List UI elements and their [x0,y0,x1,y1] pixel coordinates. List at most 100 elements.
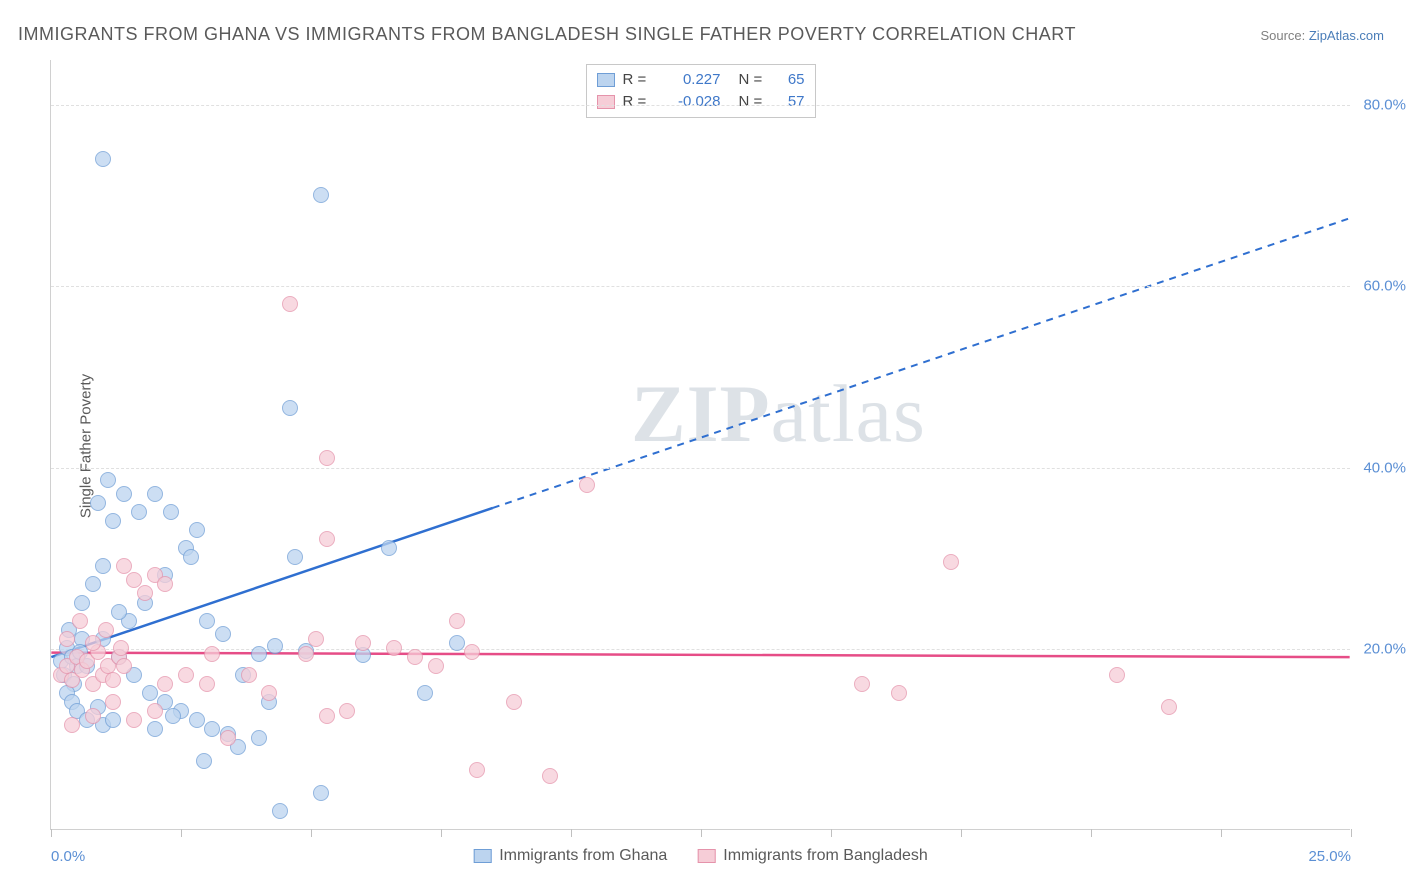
data-point-bangladesh [891,685,907,701]
chart-title: IMMIGRANTS FROM GHANA VS IMMIGRANTS FROM… [18,24,1076,45]
data-point-bangladesh [469,762,485,778]
legend-item-bangladesh: Immigrants from Bangladesh [697,847,928,865]
data-point-bangladesh [204,646,220,662]
data-point-bangladesh [386,640,402,656]
data-point-ghana [85,576,101,592]
data-point-ghana [74,595,90,611]
data-point-bangladesh [579,477,595,493]
data-point-bangladesh [59,631,75,647]
data-point-bangladesh [113,640,129,656]
data-point-bangladesh [157,676,173,692]
r-label: R = [623,69,653,91]
gridline [51,286,1350,287]
x-tick-label: 25.0% [1308,848,1351,865]
data-point-ghana [147,721,163,737]
data-point-bangladesh [319,450,335,466]
data-point-bangladesh [85,708,101,724]
x-tick [961,829,962,837]
data-point-ghana [313,187,329,203]
data-point-ghana [417,685,433,701]
data-point-ghana [111,604,127,620]
data-point-bangladesh [506,694,522,710]
data-point-bangladesh [147,703,163,719]
data-point-ghana [189,712,205,728]
data-point-bangladesh [464,644,480,660]
watermark: ZIPatlas [631,367,926,461]
data-point-bangladesh [64,717,80,733]
data-point-bangladesh [282,296,298,312]
data-point-ghana [381,540,397,556]
data-point-ghana [215,626,231,642]
x-tick [831,829,832,837]
data-point-ghana [251,730,267,746]
data-point-ghana [105,513,121,529]
data-point-ghana [189,522,205,538]
data-point-ghana [287,549,303,565]
source-link[interactable]: ZipAtlas.com [1309,28,1384,43]
gridline [51,105,1350,106]
plot-area: ZIPatlas R = 0.227 N = 65 R = -0.028 N =… [50,60,1350,830]
x-tick [1221,829,1222,837]
data-point-ghana [90,495,106,511]
data-point-bangladesh [72,613,88,629]
data-point-bangladesh [407,649,423,665]
data-point-bangladesh [105,672,121,688]
data-point-ghana [183,549,199,565]
data-point-ghana [105,712,121,728]
data-point-bangladesh [126,712,142,728]
r-label: R = [623,91,653,113]
data-point-ghana [100,472,116,488]
data-point-bangladesh [241,667,257,683]
data-point-bangladesh [449,613,465,629]
data-point-ghana [95,151,111,167]
data-point-ghana [116,486,132,502]
trend-lines [51,60,1350,829]
swatch-bangladesh [597,95,615,109]
correlation-legend: R = 0.227 N = 65 R = -0.028 N = 57 [586,64,816,118]
data-point-ghana [449,635,465,651]
data-point-ghana [165,708,181,724]
data-point-bangladesh [220,730,236,746]
y-tick-label: 40.0% [1363,459,1406,476]
data-point-ghana [251,646,267,662]
data-point-bangladesh [85,635,101,651]
data-point-ghana [272,803,288,819]
r-value-bangladesh: -0.028 [661,91,721,113]
data-point-bangladesh [298,646,314,662]
x-tick [51,829,52,837]
gridline [51,649,1350,650]
n-label: N = [739,69,769,91]
data-point-bangladesh [308,631,324,647]
watermark-part2: atlas [771,368,926,459]
data-point-ghana [204,721,220,737]
data-point-bangladesh [1161,699,1177,715]
data-point-ghana [142,685,158,701]
data-point-bangladesh [854,676,870,692]
x-tick-label: 0.0% [51,848,85,865]
legend-row-ghana: R = 0.227 N = 65 [597,69,805,91]
r-value-ghana: 0.227 [661,69,721,91]
data-point-bangladesh [157,576,173,592]
data-point-bangladesh [542,768,558,784]
data-point-bangladesh [199,676,215,692]
data-point-ghana [267,638,283,654]
data-point-ghana [196,753,212,769]
x-tick [1351,829,1352,837]
x-tick [571,829,572,837]
data-point-bangladesh [105,694,121,710]
y-tick-label: 20.0% [1363,640,1406,657]
gridline [51,468,1350,469]
data-point-bangladesh [178,667,194,683]
series-label-ghana: Immigrants from Ghana [499,847,667,865]
data-point-bangladesh [319,708,335,724]
x-tick [441,829,442,837]
data-point-bangladesh [1109,667,1125,683]
data-point-ghana [163,504,179,520]
x-tick [1091,829,1092,837]
series-label-bangladesh: Immigrants from Bangladesh [723,847,928,865]
data-point-bangladesh [428,658,444,674]
data-point-ghana [282,400,298,416]
data-point-bangladesh [339,703,355,719]
data-point-ghana [131,504,147,520]
n-value-bangladesh: 57 [777,91,805,113]
